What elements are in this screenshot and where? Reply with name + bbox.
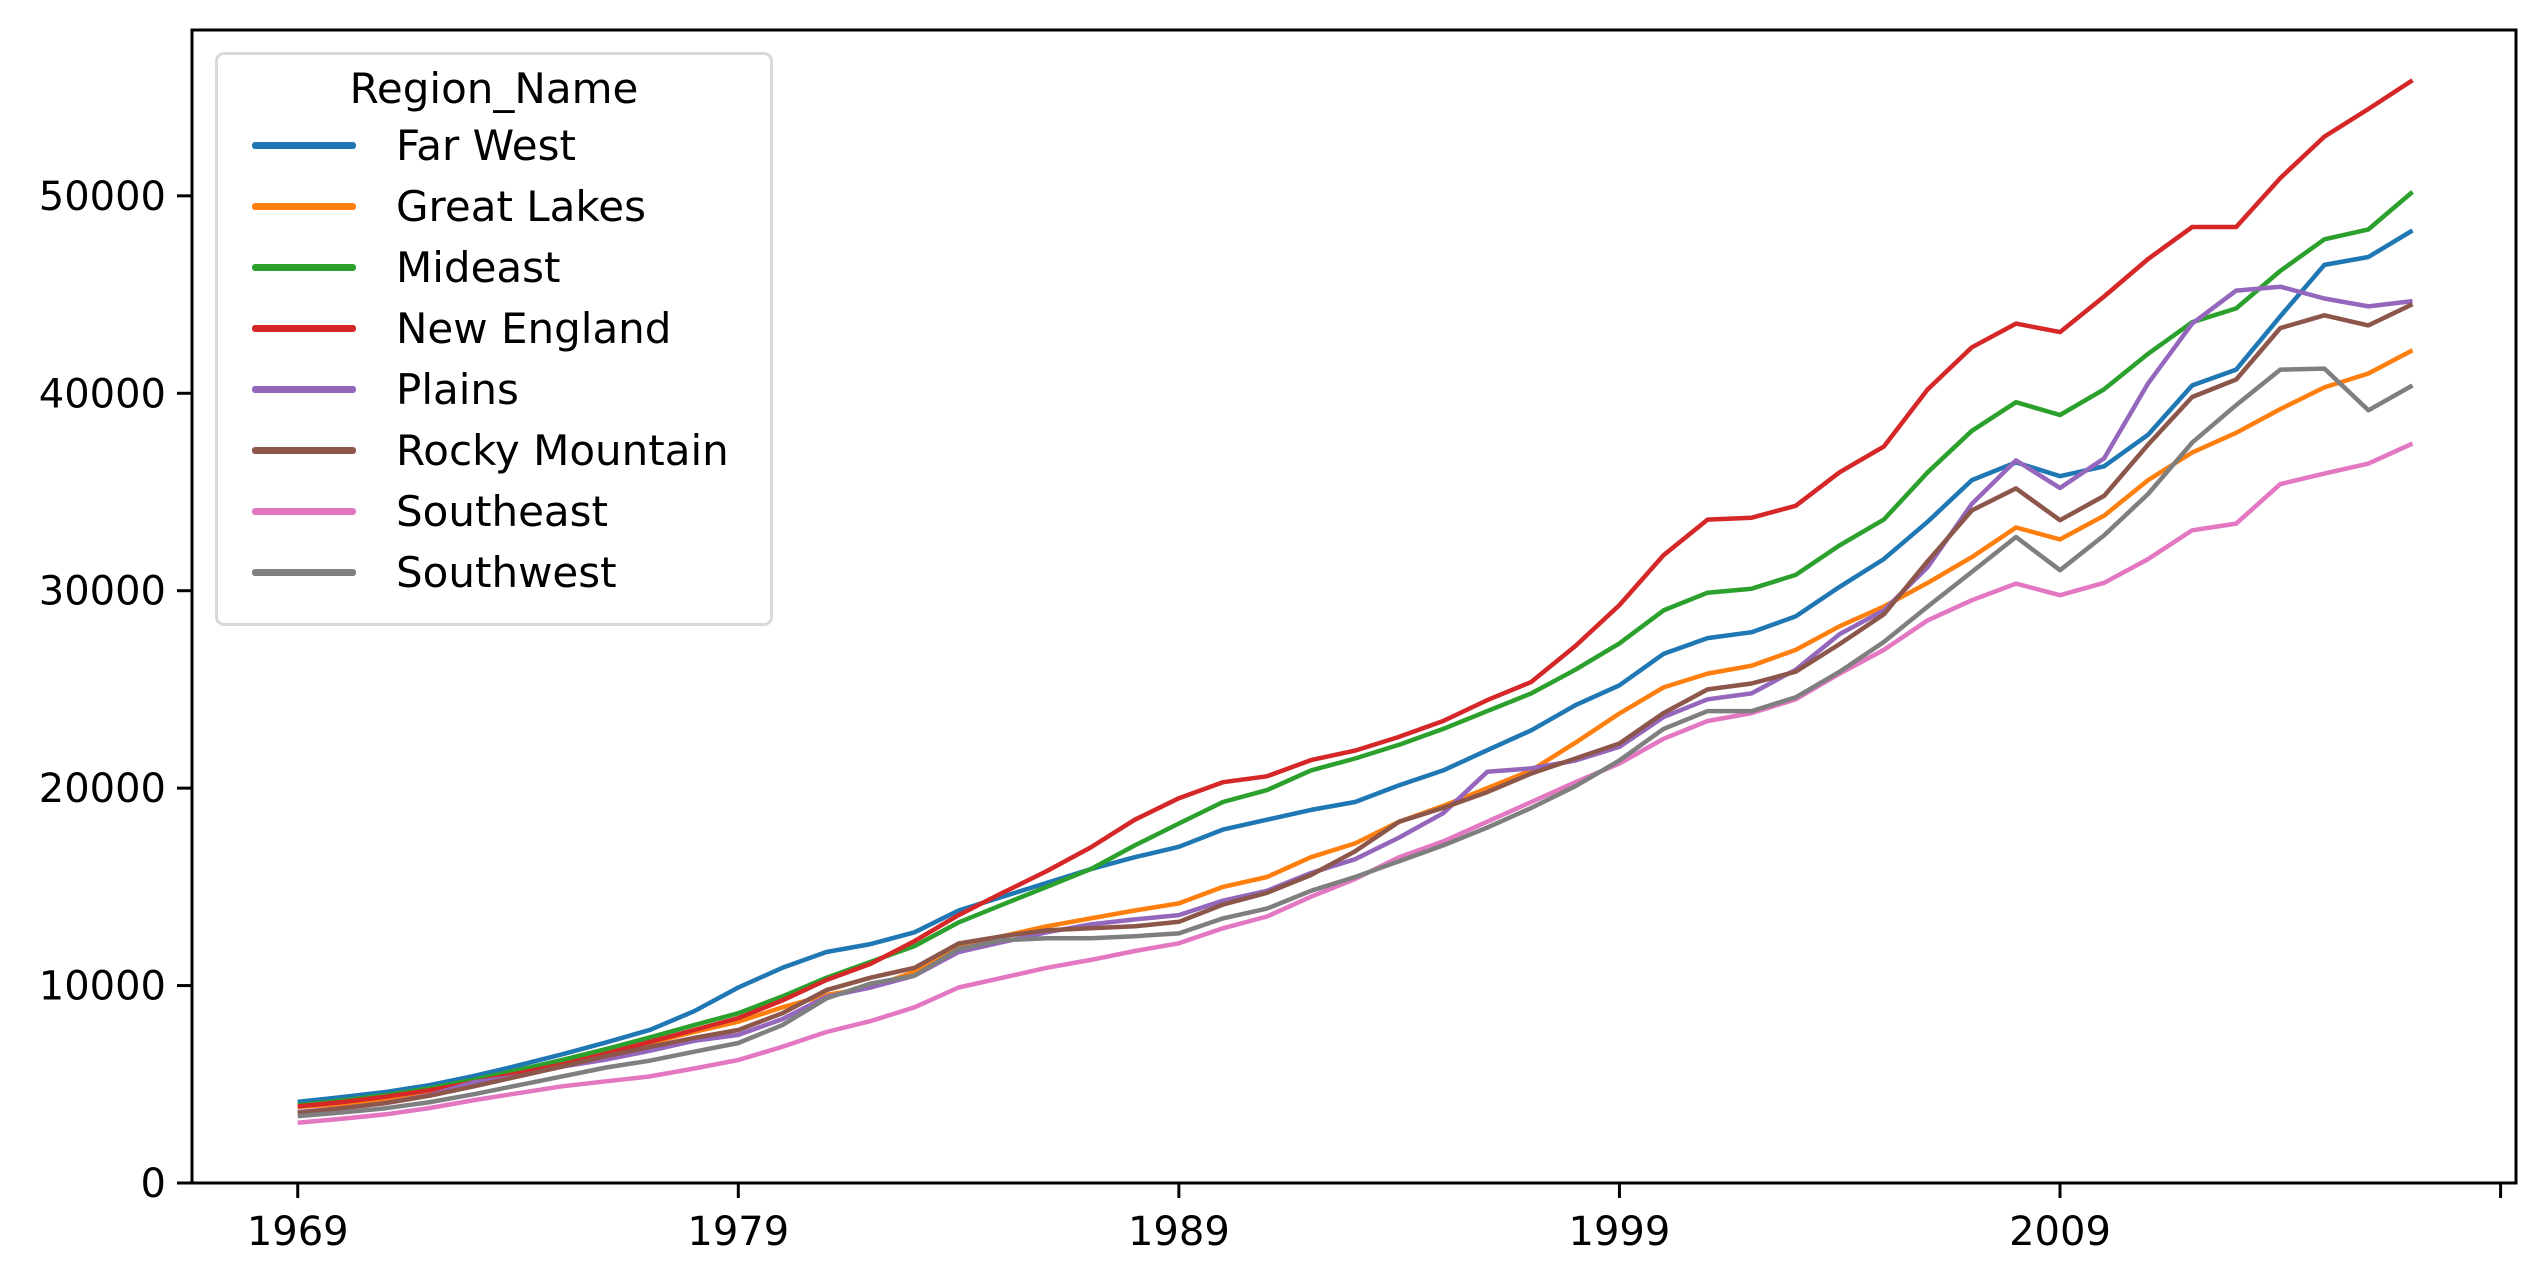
legend-label: Far West xyxy=(396,121,576,170)
axes-frame xyxy=(190,28,2518,1185)
legend: Region_Name Far West Great Lakes Mideast… xyxy=(215,52,773,626)
y-tick-label: 20000 xyxy=(39,766,166,812)
legend-label: New England xyxy=(396,304,672,353)
legend-label: Rocky Mountain xyxy=(396,426,729,475)
legend-item-southeast: Southeast xyxy=(218,481,770,542)
x-tick-label: 1999 xyxy=(1569,1209,1671,1255)
plains-line-swatch xyxy=(252,386,356,393)
mideast-line-swatch xyxy=(252,264,356,271)
series-line-plains xyxy=(297,284,2413,1115)
series-line-mideast xyxy=(297,190,2414,1108)
legend-item-great-lakes: Great Lakes xyxy=(218,176,770,237)
new-england-line-swatch xyxy=(252,325,356,332)
far-west-line-swatch xyxy=(252,142,356,149)
series-line-far-west xyxy=(297,228,2414,1105)
y-tick-label: 0 xyxy=(141,1161,166,1207)
y-tick-label: 40000 xyxy=(39,371,166,417)
great-lakes-line-swatch xyxy=(252,203,356,210)
rocky-mountain-line-swatch xyxy=(252,447,356,454)
series-line-new-england xyxy=(297,78,2414,1109)
legend-label: Mideast xyxy=(396,243,561,292)
southwest-line-swatch xyxy=(252,569,356,576)
x-tick-label: 1989 xyxy=(1128,1209,1230,1255)
legend-label: Southwest xyxy=(396,548,617,597)
y-tick-label: 10000 xyxy=(39,964,166,1010)
legend-label: Great Lakes xyxy=(396,182,646,231)
series-line-southwest xyxy=(297,366,2414,1119)
legend-item-southwest: Southwest xyxy=(218,542,770,603)
x-tick-label: 2009 xyxy=(2009,1209,2111,1255)
southeast-line-swatch xyxy=(252,508,356,515)
x-tick-label: 1969 xyxy=(247,1209,349,1255)
legend-item-new-england: New England xyxy=(218,298,770,359)
y-tick-label: 30000 xyxy=(39,569,166,615)
legend-item-mideast: Mideast xyxy=(218,237,770,298)
legend-label: Southeast xyxy=(396,487,608,536)
legend-label: Plains xyxy=(396,365,519,414)
legend-item-plains: Plains xyxy=(218,359,770,420)
y-tick-label: 50000 xyxy=(39,174,166,220)
x-tick-label: 1979 xyxy=(687,1209,789,1255)
legend-item-rocky-mountain: Rocky Mountain xyxy=(218,420,770,481)
legend-item-far-west: Far West xyxy=(218,115,770,176)
series-line-rocky-mountain xyxy=(297,302,2414,1115)
legend-title: Region_Name xyxy=(349,64,639,113)
